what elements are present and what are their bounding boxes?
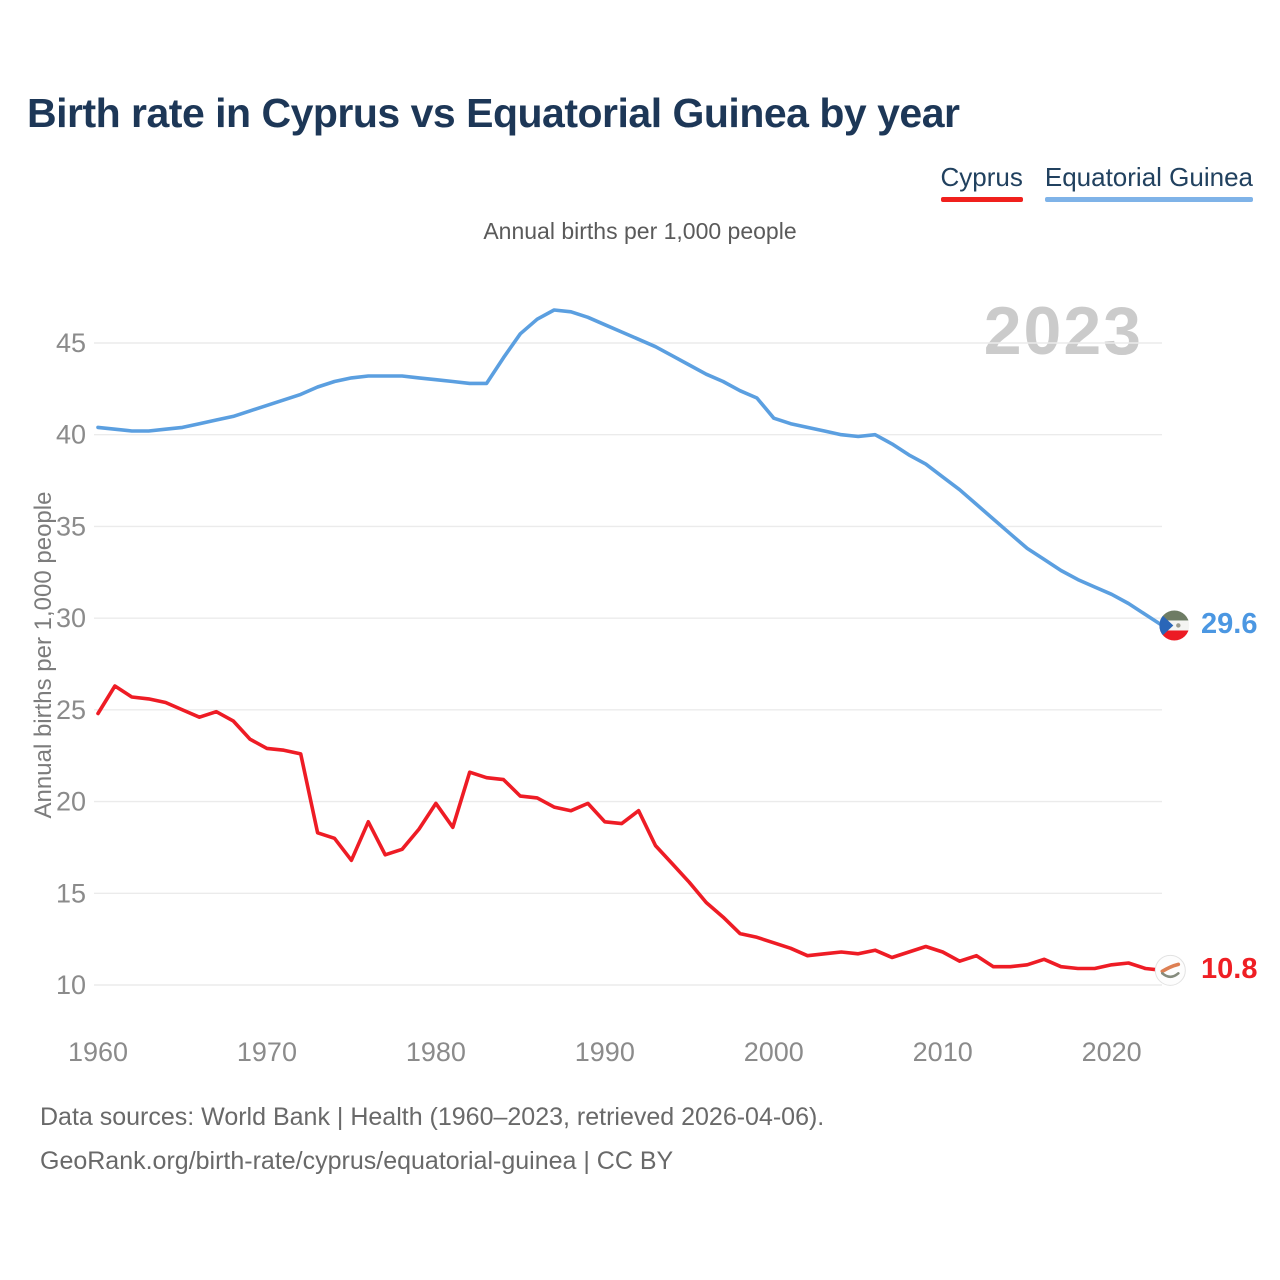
y-tick-label: 35 <box>56 511 86 541</box>
x-tick-label: 1960 <box>68 1037 128 1067</box>
y-tick-label: 40 <box>56 420 86 450</box>
cyprus-flag-icon <box>1154 954 1186 986</box>
x-tick-label: 2000 <box>744 1037 804 1067</box>
legend-item-equatorial-guinea[interactable]: Equatorial Guinea <box>1044 162 1253 202</box>
x-tick-label: 2010 <box>913 1037 973 1067</box>
y-tick-label: 45 <box>56 328 86 358</box>
legend-label-cyprus: Cyprus <box>940 162 1023 192</box>
page-title: Birth rate in Cyprus vs Equatorial Guine… <box>27 90 960 136</box>
legend-label-equatorial-guinea: Equatorial Guinea <box>1044 162 1253 192</box>
y-tick-label: 30 <box>56 603 86 633</box>
legend-item-cyprus[interactable]: Cyprus <box>940 162 1023 202</box>
y-tick-label: 20 <box>56 787 86 817</box>
footer-url-line: GeoRank.org/birth-rate/cyprus/equatorial… <box>40 1147 674 1175</box>
cyprus-line <box>96 684 1165 973</box>
x-tick-label: 1980 <box>406 1037 466 1067</box>
cyprus-end-value: 10.8 <box>1201 953 1258 985</box>
x-tick-label: 1970 <box>237 1037 297 1067</box>
y-tick-label: 15 <box>56 878 86 908</box>
legend: Cyprus Equatorial Guinea <box>940 162 1253 202</box>
y-tick-label: 25 <box>56 695 86 725</box>
chart-subtitle: Annual births per 1,000 people <box>483 218 797 244</box>
equatorial-guinea-flag-icon <box>1159 610 1190 641</box>
x-tick-label: 1990 <box>575 1037 635 1067</box>
gridlines: 45 40 35 30 25 20 15 10 <box>56 328 1162 1000</box>
year-watermark: 2023 <box>983 293 1143 369</box>
x-tick-label: 2020 <box>1082 1037 1142 1067</box>
legend-underline-cyprus <box>940 197 1023 202</box>
y-tick-label: 10 <box>56 970 86 1000</box>
legend-underline-equatorial-guinea <box>1044 197 1253 202</box>
equatorial-guinea-line <box>96 308 1165 628</box>
equatorial-guinea-end-value: 29.6 <box>1201 608 1258 640</box>
footer-source-line: Data sources: World Bank | Health (1960–… <box>40 1103 825 1131</box>
